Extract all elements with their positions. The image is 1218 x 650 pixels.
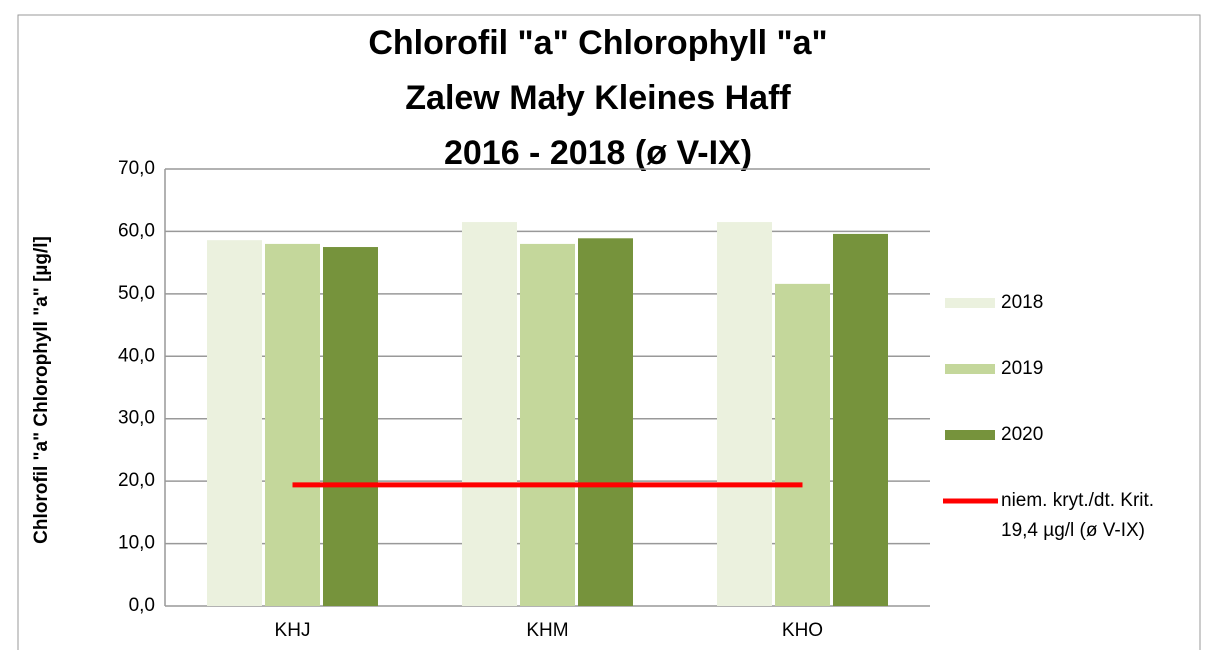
legend-label: niem. kryt./dt. Krit. 19,4 µg/l (ø V-IX) [1001,490,1155,541]
bar [775,283,830,606]
x-tick-label: KHM [526,620,568,641]
legend-swatch [945,364,995,374]
y-tick-label: 60,0 [118,220,155,241]
bar [717,222,772,607]
legend-swatch [945,430,995,440]
y-tick-label: 50,0 [118,283,155,304]
chart-title: Chlorofil "a" Chlorophyll "a" [368,24,827,62]
bar [578,238,633,606]
chart-title: 2016 - 2018 (ø V-IX) [444,134,752,172]
legend-label: 2020 [1001,424,1044,445]
chart-title: Zalew Mały Kleines Haff [405,79,791,117]
bar [323,247,378,607]
legend-swatch [945,298,995,308]
x-tick-label: KHJ [275,620,311,641]
y-tick-label: 30,0 [118,408,155,429]
bar [207,240,262,606]
legend-label: 2018 [1001,292,1044,313]
y-tick-label: 0,0 [129,595,155,616]
bar [462,222,517,607]
y-tick-label: 10,0 [118,533,155,554]
y-tick-label: 20,0 [118,470,155,491]
legend-label: 2019 [1001,358,1044,379]
y-tick-label: 40,0 [118,345,155,366]
bar [833,233,888,606]
bar [265,243,320,606]
y-tick-label: 70,0 [118,158,155,179]
y-axis-title: Chlorofil "a" Chlorophyll "a" [µg/l] [31,236,52,544]
bar [520,243,575,606]
x-tick-label: KHO [782,620,823,641]
